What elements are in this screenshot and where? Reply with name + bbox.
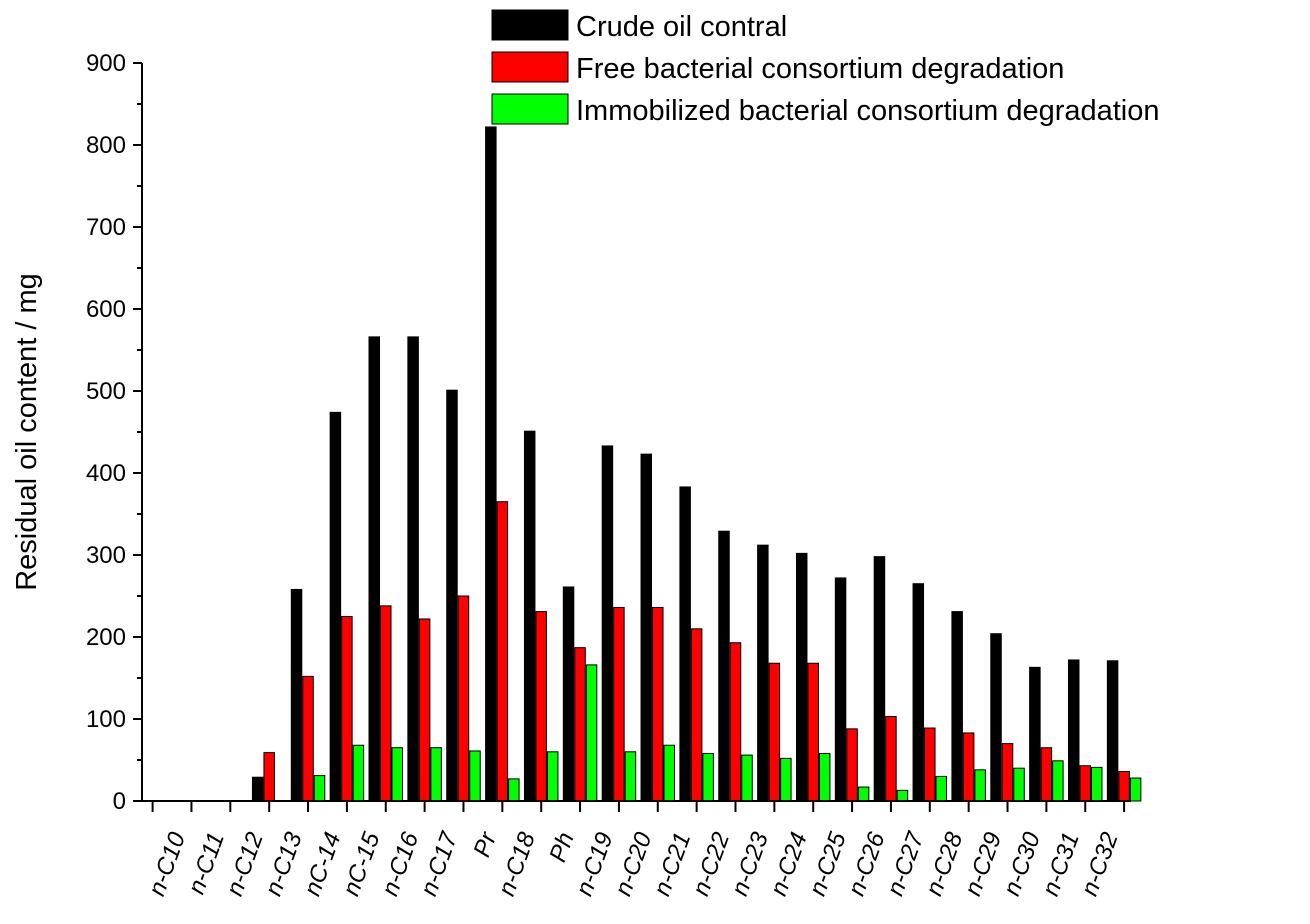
- y-tick-label: 500: [86, 378, 126, 405]
- bar-n-C17-series-1: [446, 389, 458, 802]
- y-tick-label: 800: [86, 132, 126, 159]
- legend-swatch-3: [491, 93, 569, 125]
- bar-n-C18-series-2: [535, 611, 547, 802]
- bar-n-C32-series-1: [1106, 660, 1119, 802]
- bar-n-C31-series-3: [1090, 766, 1103, 802]
- bar-n-C30-series-1: [1029, 666, 1041, 802]
- legend-swatch-1: [491, 9, 569, 41]
- x-tick-label: Ph: [544, 829, 579, 866]
- bar-n-C13-series-3: [313, 775, 326, 802]
- bar-n-C17-series-3: [469, 750, 481, 802]
- bar-Ph-series-3: [585, 664, 598, 802]
- y-tick-label: 900: [86, 50, 126, 77]
- y-tick-label: 700: [86, 214, 126, 241]
- y-tick-label: 0: [113, 788, 126, 815]
- bar-nC-15-series-1: [368, 336, 381, 802]
- y-ticks-layer: 0 100 200 300 400 500 600 700 800 900: [86, 50, 142, 815]
- bar-n-C19-series-2: [613, 606, 625, 802]
- bar-n-C18-series-1: [523, 430, 536, 802]
- bar-nC-15-series-3: [391, 747, 404, 802]
- bar-n-C24-series-2: [807, 662, 819, 802]
- bar-n-C25-series-2: [846, 728, 858, 802]
- bar-n-C26-series-2: [885, 716, 897, 802]
- bar-n-C26-series-3: [896, 789, 909, 802]
- y-tick-label: 400: [86, 460, 126, 487]
- bar-n-C21-series-1: [679, 486, 691, 802]
- bar-Pr-series-3: [508, 778, 520, 802]
- legend-label-1: Crude oil contral: [576, 11, 787, 43]
- bar-n-C13-series-2: [302, 675, 314, 802]
- bar-n-C21-series-3: [702, 752, 714, 802]
- bar-n-C28-series-2: [962, 732, 975, 802]
- bar-n-C28-series-3: [974, 769, 986, 802]
- bar-n-C16-series-2: [418, 618, 431, 802]
- bar-n-C20-series-3: [663, 744, 676, 802]
- bar-n-C32-series-2: [1118, 770, 1130, 802]
- bar-n-C19-series-1: [601, 445, 614, 802]
- axes-layer: [141, 63, 1131, 802]
- bar-n-C19-series-3: [624, 751, 637, 802]
- bar-n-C22-series-2: [729, 642, 742, 802]
- bar-n-C26-series-1: [873, 556, 886, 802]
- bar-n-C29-series-3: [1013, 767, 1025, 802]
- bar-n-C23-series-1: [757, 544, 769, 802]
- bar-n-C22-series-1: [718, 530, 730, 802]
- bar-n-C31-series-1: [1067, 659, 1080, 802]
- legend: Crude oil contral Free bacterial consorti…: [491, 9, 1160, 127]
- bar-n-C18-series-3: [546, 751, 559, 802]
- legend-label-3: Immobilized bacterial consortium degrada…: [576, 95, 1160, 127]
- bar-n-C13-series-1: [290, 588, 303, 802]
- y-tick-label: 300: [86, 542, 126, 569]
- legend-swatch-2: [491, 51, 569, 83]
- bar-n-C24-series-3: [818, 752, 831, 802]
- bar-Ph-series-2: [574, 647, 586, 802]
- bar-n-C29-series-2: [1001, 743, 1014, 802]
- bar-Pr-series-1: [485, 126, 497, 802]
- bar-nC-14-series-2: [341, 616, 353, 802]
- bar-n-C22-series-3: [741, 754, 753, 802]
- bar-n-C25-series-1: [834, 577, 847, 802]
- y-tick-label: 200: [86, 624, 126, 651]
- bars-layer: [251, 126, 1142, 802]
- bar-n-C16-series-1: [407, 336, 419, 802]
- legend-label-2: Free bacterial consortium degradation: [576, 53, 1064, 85]
- bar-n-C20-series-1: [640, 453, 653, 802]
- x-tick-label: Pr: [468, 828, 502, 861]
- bar-nC-14-series-3: [352, 744, 365, 802]
- bar-n-C23-series-2: [768, 662, 781, 802]
- y-tick-label: 600: [86, 296, 126, 323]
- bar-Pr-series-2: [496, 501, 509, 802]
- bar-n-C30-series-2: [1040, 747, 1053, 802]
- bar-n-C12-series-1: [251, 776, 264, 802]
- bar-n-C30-series-3: [1052, 760, 1064, 802]
- bar-n-C27-series-1: [912, 583, 925, 802]
- bar-n-C23-series-3: [780, 757, 792, 802]
- bar-n-C21-series-2: [690, 628, 703, 802]
- bar-n-C29-series-1: [990, 633, 1002, 802]
- bar-n-C27-series-3: [935, 775, 948, 802]
- bar-n-C28-series-1: [951, 611, 963, 802]
- bar-n-C27-series-2: [924, 727, 936, 802]
- bar-n-C20-series-2: [652, 606, 664, 802]
- bar-n-C31-series-2: [1079, 765, 1091, 802]
- bar-n-C25-series-3: [857, 786, 870, 802]
- y-tick-label: 100: [86, 706, 126, 733]
- bar-n-C16-series-3: [430, 747, 442, 802]
- bar-n-C12-series-2: [263, 752, 275, 802]
- bar-nC-15-series-2: [380, 605, 392, 802]
- bar-n-C32-series-3: [1129, 777, 1142, 802]
- bar-n-C24-series-1: [795, 552, 808, 802]
- bar-Ph-series-1: [562, 586, 575, 802]
- y-axis-label: Residual oil content / mg: [11, 273, 43, 591]
- x-ticks-layer: n-C10n-C11n-C12n-C13nC-14nC-15n-C16n-C17…: [143, 801, 1126, 899]
- bar-n-C17-series-2: [457, 595, 470, 802]
- bar-nC-14-series-1: [329, 411, 342, 802]
